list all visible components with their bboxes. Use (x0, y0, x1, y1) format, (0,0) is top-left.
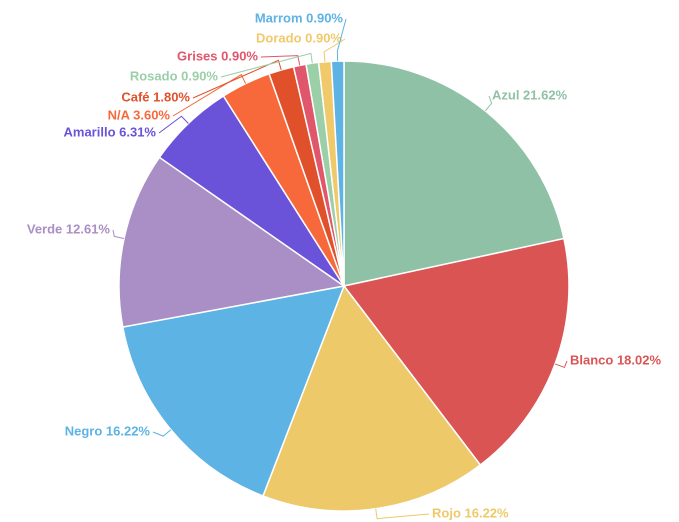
leader-line (336, 18, 347, 62)
leader-line (554, 360, 568, 369)
data-label: N/A 3.60% (108, 107, 171, 122)
data-label: Negro 16.22% (65, 423, 151, 438)
data-label: Rojo 16.22% (432, 505, 509, 520)
leader-line (172, 73, 247, 117)
data-label: Rosado 0.90% (130, 68, 219, 83)
leader-line (112, 229, 125, 239)
data-label: Amarillo 6.31% (64, 124, 157, 139)
leader-line (192, 59, 282, 99)
leader-line (323, 38, 346, 62)
leader-line (152, 429, 172, 437)
leader-line (220, 52, 313, 78)
leader-line (260, 55, 301, 66)
data-label: Grises 0.90% (177, 48, 258, 63)
pie-slice (262, 284, 482, 512)
leader-line (375, 508, 430, 520)
leader-line (484, 95, 493, 112)
data-label: Dorado 0.90% (256, 30, 342, 45)
data-label: Café 1.80% (121, 89, 190, 104)
leader-line (158, 115, 189, 134)
pie-slice (343, 60, 565, 287)
data-label: Blanco 18.02% (570, 352, 661, 367)
data-label: Verde 12.61% (27, 221, 111, 236)
data-label: Marrom 0.90% (255, 10, 344, 25)
pie-slice (118, 156, 346, 328)
pie-slice (342, 237, 570, 467)
data-label: Azul 21.62% (492, 87, 568, 102)
pie-slice (121, 285, 346, 497)
